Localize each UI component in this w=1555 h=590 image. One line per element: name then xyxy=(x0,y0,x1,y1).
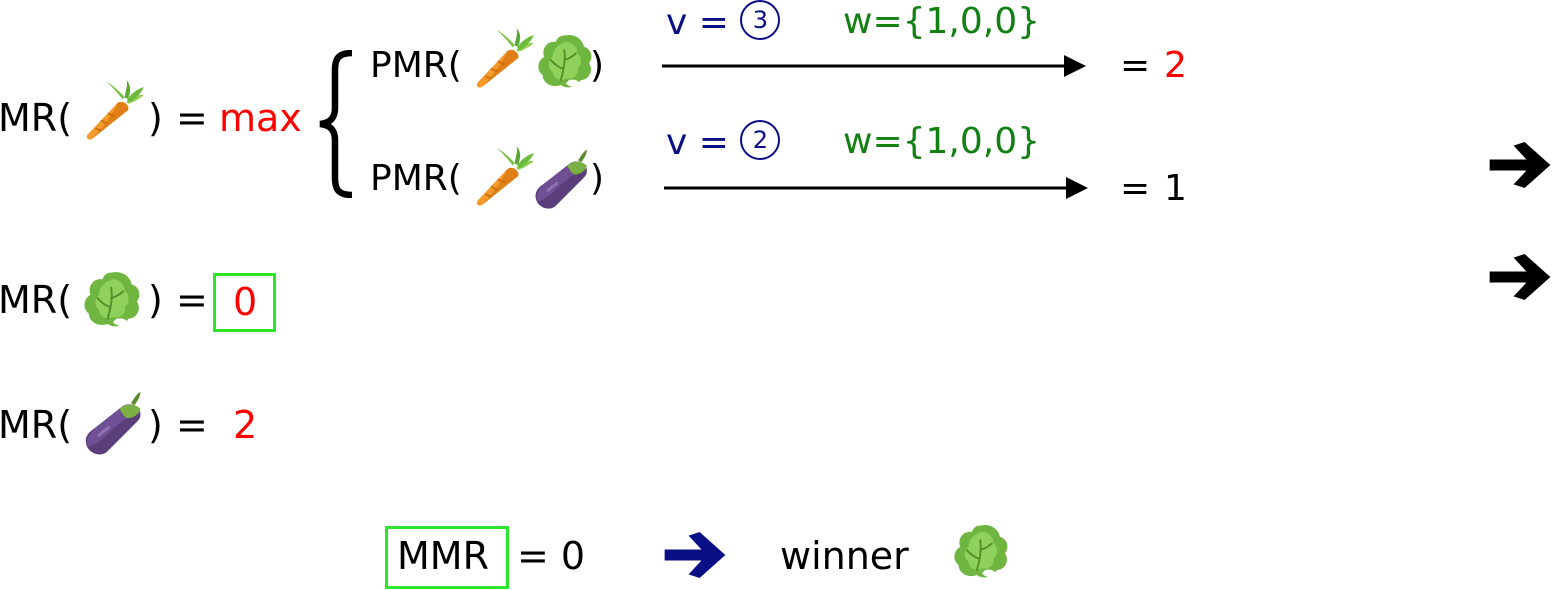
result-1-eq: = xyxy=(1120,45,1151,86)
eggplant-icon xyxy=(82,390,148,456)
v-label-2-text: v = xyxy=(666,122,729,163)
v-label-1-text: v = xyxy=(666,2,729,43)
mr-carrot-prefix: MR( xyxy=(0,96,73,140)
arrow-right-icon xyxy=(660,532,730,578)
carrot-icon xyxy=(472,28,534,90)
eggplant-icon xyxy=(532,148,594,210)
arrow-1 xyxy=(662,55,1086,77)
carrot-icon xyxy=(472,146,534,208)
curly-brace xyxy=(319,50,353,198)
v-label-2: v = 2 xyxy=(666,120,781,164)
arrow-right-icon xyxy=(1485,254,1555,300)
lettuce-icon xyxy=(82,266,142,332)
lettuce-icon xyxy=(536,30,594,92)
w-label-1: w={1,0,0} xyxy=(843,1,1041,42)
eggplant-value: 2 xyxy=(233,403,258,447)
w-label-2: w={1,0,0} xyxy=(843,121,1041,162)
arrow-2 xyxy=(664,177,1088,199)
pmr-2-prefix: PMR( xyxy=(370,158,462,199)
mr-carrot-eq: = xyxy=(176,96,208,140)
mmr-box xyxy=(385,526,509,589)
arrow-right-icon xyxy=(1485,142,1555,188)
mr-carrot-suffix: ) xyxy=(148,96,163,140)
mr-lettuce-prefix: MR( xyxy=(0,278,73,322)
pmr-2-suffix: ) xyxy=(590,158,605,199)
mr-lettuce-eq: = xyxy=(176,278,208,322)
lettuce-value: 0 xyxy=(233,280,258,324)
result-1-value: 2 xyxy=(1164,45,1187,86)
carrot-icon xyxy=(80,80,146,142)
result-2-eq: = xyxy=(1120,168,1151,209)
result-2-value: 1 xyxy=(1164,168,1187,209)
mr-eggplant-prefix: MR( xyxy=(0,403,73,447)
max-label: max xyxy=(219,96,302,140)
mmr-eq: = 0 xyxy=(517,534,586,578)
mr-lettuce-suffix: ) xyxy=(148,278,163,322)
lettuce-icon xyxy=(952,518,1010,584)
lettuce-value-box xyxy=(213,273,276,332)
pmr-1-suffix: ) xyxy=(590,45,605,86)
mr-eggplant-suffix: ) xyxy=(148,403,163,447)
mr-eggplant-eq: = xyxy=(176,403,208,447)
v-value-1-badge: 3 xyxy=(740,0,781,40)
winner-label: winner xyxy=(780,534,909,578)
v-value-2-badge: 2 xyxy=(740,120,781,160)
mmr-label: MMR xyxy=(397,534,489,578)
v-label-1: v = 3 xyxy=(666,0,781,44)
pmr-1-prefix: PMR( xyxy=(370,45,462,86)
